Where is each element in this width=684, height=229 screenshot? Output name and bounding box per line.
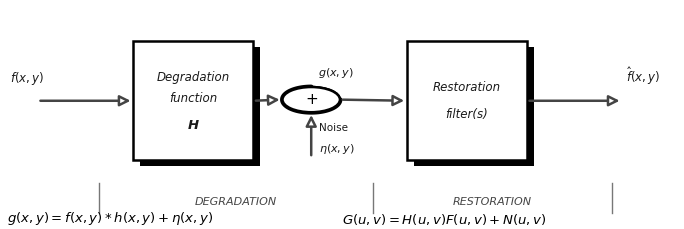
Text: filter(s): filter(s) bbox=[445, 108, 488, 121]
Text: H: H bbox=[187, 120, 199, 132]
FancyBboxPatch shape bbox=[407, 41, 527, 160]
Text: $+$: $+$ bbox=[304, 92, 318, 107]
FancyBboxPatch shape bbox=[414, 47, 534, 166]
Text: DEGRADATION: DEGRADATION bbox=[195, 196, 277, 207]
Text: $\hat{f}(x, y)$: $\hat{f}(x, y)$ bbox=[626, 65, 660, 87]
Text: $\eta(x, y)$: $\eta(x, y)$ bbox=[319, 142, 355, 156]
Text: $g(x,y) = f(x,y)*h(x,y)+\eta(x,y)$: $g(x,y) = f(x,y)*h(x,y)+\eta(x,y)$ bbox=[7, 210, 213, 227]
Ellipse shape bbox=[282, 87, 340, 112]
Text: Restoration: Restoration bbox=[433, 81, 501, 93]
FancyBboxPatch shape bbox=[140, 47, 260, 166]
Text: $g(x, y)$: $g(x, y)$ bbox=[318, 66, 354, 80]
Ellipse shape bbox=[282, 87, 340, 112]
FancyBboxPatch shape bbox=[133, 41, 253, 160]
Text: function: function bbox=[169, 92, 218, 105]
Text: $G(u,v) = H(u,v)F(u,v)+N(u,v)$: $G(u,v) = H(u,v)F(u,v)+N(u,v)$ bbox=[342, 212, 547, 227]
Text: RESTORATION: RESTORATION bbox=[453, 196, 532, 207]
Text: Degradation: Degradation bbox=[157, 71, 230, 84]
Text: Noise: Noise bbox=[319, 123, 348, 133]
Text: $f(x, y)$: $f(x, y)$ bbox=[10, 70, 44, 87]
